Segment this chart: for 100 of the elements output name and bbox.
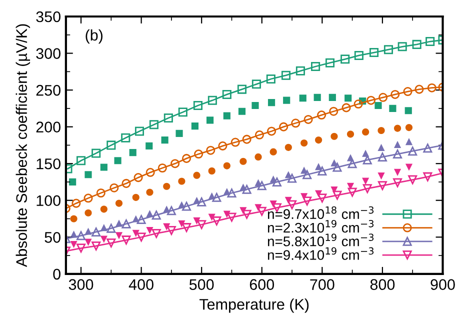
point bbox=[404, 107, 412, 114]
point bbox=[408, 175, 418, 184]
point bbox=[72, 198, 81, 208]
point bbox=[146, 226, 154, 234]
point bbox=[70, 215, 78, 222]
point bbox=[218, 141, 228, 150]
point bbox=[84, 238, 92, 246]
point bbox=[212, 216, 222, 226]
point bbox=[378, 92, 388, 102]
point bbox=[332, 162, 342, 172]
point bbox=[84, 171, 92, 178]
x-axis-title: Temperature (K) bbox=[200, 298, 309, 313]
point bbox=[227, 188, 236, 198]
point bbox=[100, 236, 108, 243]
point bbox=[252, 80, 261, 89]
point bbox=[114, 157, 122, 164]
point bbox=[342, 103, 351, 112]
point bbox=[146, 142, 153, 150]
point bbox=[408, 146, 418, 156]
point bbox=[340, 54, 350, 64]
point bbox=[76, 231, 86, 240]
y-axis-title: Absolute Seebeck coefficient (µV/K) bbox=[16, 24, 30, 268]
point bbox=[238, 108, 246, 115]
point bbox=[398, 42, 407, 52]
point bbox=[366, 96, 376, 105]
legend-label: n=5.8x10$^{19}$ cm$^{−3}$ bbox=[268, 234, 374, 246]
point bbox=[121, 133, 130, 142]
point bbox=[374, 102, 382, 110]
point bbox=[299, 94, 306, 102]
point bbox=[134, 126, 144, 136]
point bbox=[426, 36, 435, 46]
point bbox=[362, 178, 370, 185]
point bbox=[70, 240, 78, 248]
point bbox=[84, 209, 92, 216]
point bbox=[212, 192, 222, 202]
point bbox=[122, 219, 131, 228]
point bbox=[254, 130, 264, 140]
point bbox=[178, 178, 186, 185]
point bbox=[106, 238, 116, 248]
point bbox=[412, 40, 422, 49]
point bbox=[134, 173, 143, 182]
point bbox=[92, 148, 101, 158]
point bbox=[96, 188, 106, 198]
x-tick-label: 900 bbox=[430, 279, 455, 290]
point bbox=[315, 162, 322, 170]
point bbox=[427, 83, 436, 92]
point bbox=[354, 100, 363, 109]
point bbox=[252, 102, 259, 110]
point bbox=[178, 108, 188, 117]
point bbox=[423, 144, 432, 153]
point bbox=[393, 150, 402, 159]
point bbox=[146, 168, 155, 177]
point bbox=[115, 232, 123, 240]
point bbox=[348, 188, 357, 197]
point bbox=[106, 140, 116, 150]
point bbox=[257, 181, 266, 190]
point bbox=[146, 188, 154, 196]
point bbox=[149, 120, 158, 130]
point bbox=[76, 244, 86, 253]
point bbox=[206, 146, 216, 155]
point bbox=[272, 177, 282, 186]
point bbox=[405, 124, 413, 132]
point bbox=[284, 144, 292, 151]
point bbox=[182, 202, 192, 211]
point bbox=[115, 200, 123, 207]
point bbox=[266, 74, 276, 84]
point bbox=[237, 84, 246, 94]
point bbox=[161, 136, 168, 144]
x-tick-label: 500 bbox=[189, 279, 214, 290]
point bbox=[318, 194, 327, 203]
point bbox=[332, 190, 342, 200]
point bbox=[163, 182, 170, 190]
point bbox=[362, 184, 372, 194]
point bbox=[206, 116, 214, 124]
point bbox=[136, 232, 146, 242]
y-tick-label: 350 bbox=[36, 11, 60, 22]
point bbox=[330, 132, 338, 140]
point bbox=[390, 90, 400, 99]
point bbox=[84, 194, 93, 203]
x-tick-label: 700 bbox=[310, 279, 334, 290]
point bbox=[302, 196, 312, 206]
point bbox=[288, 174, 297, 183]
point bbox=[315, 136, 322, 144]
point bbox=[296, 66, 305, 76]
point bbox=[176, 130, 183, 137]
point bbox=[182, 223, 192, 232]
point bbox=[405, 164, 413, 171]
x-tick-label: 400 bbox=[128, 279, 154, 290]
point bbox=[283, 96, 290, 104]
point bbox=[106, 224, 116, 233]
point bbox=[197, 197, 206, 206]
point bbox=[279, 122, 288, 132]
y-tick-label: 200 bbox=[36, 122, 60, 132]
point bbox=[92, 241, 101, 250]
point bbox=[170, 159, 180, 168]
point bbox=[288, 200, 297, 210]
x-tick-label: 300 bbox=[68, 279, 94, 290]
legend-label: n=9.7x10$^{18}$ cm$^{−3}$ bbox=[268, 206, 374, 220]
y-tick-label: 0 bbox=[53, 268, 60, 280]
point bbox=[281, 70, 291, 80]
